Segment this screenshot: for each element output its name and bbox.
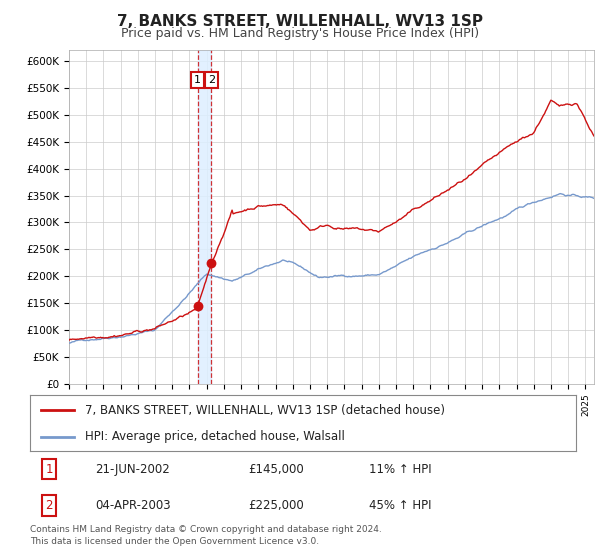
Text: 1: 1 [46, 463, 53, 476]
Text: 21-JUN-2002: 21-JUN-2002 [95, 463, 170, 476]
Text: Contains HM Land Registry data © Crown copyright and database right 2024.
This d: Contains HM Land Registry data © Crown c… [30, 525, 382, 546]
Text: Price paid vs. HM Land Registry's House Price Index (HPI): Price paid vs. HM Land Registry's House … [121, 27, 479, 40]
Text: 11% ↑ HPI: 11% ↑ HPI [368, 463, 431, 476]
Text: 1: 1 [194, 75, 201, 85]
Bar [197, 50, 211, 384]
Text: 7, BANKS STREET, WILLENHALL, WV13 1SP (detached house): 7, BANKS STREET, WILLENHALL, WV13 1SP (d… [85, 404, 445, 417]
Point [206, 258, 216, 267]
Point [193, 301, 202, 310]
Text: £225,000: £225,000 [248, 499, 304, 512]
Text: 7, BANKS STREET, WILLENHALL, WV13 1SP: 7, BANKS STREET, WILLENHALL, WV13 1SP [117, 14, 483, 29]
Text: HPI: Average price, detached house, Walsall: HPI: Average price, detached house, Wals… [85, 430, 344, 444]
Text: 2: 2 [46, 499, 53, 512]
Text: 2: 2 [208, 75, 215, 85]
Text: 45% ↑ HPI: 45% ↑ HPI [368, 499, 431, 512]
Text: £145,000: £145,000 [248, 463, 304, 476]
Text: 04-APR-2003: 04-APR-2003 [95, 499, 171, 512]
